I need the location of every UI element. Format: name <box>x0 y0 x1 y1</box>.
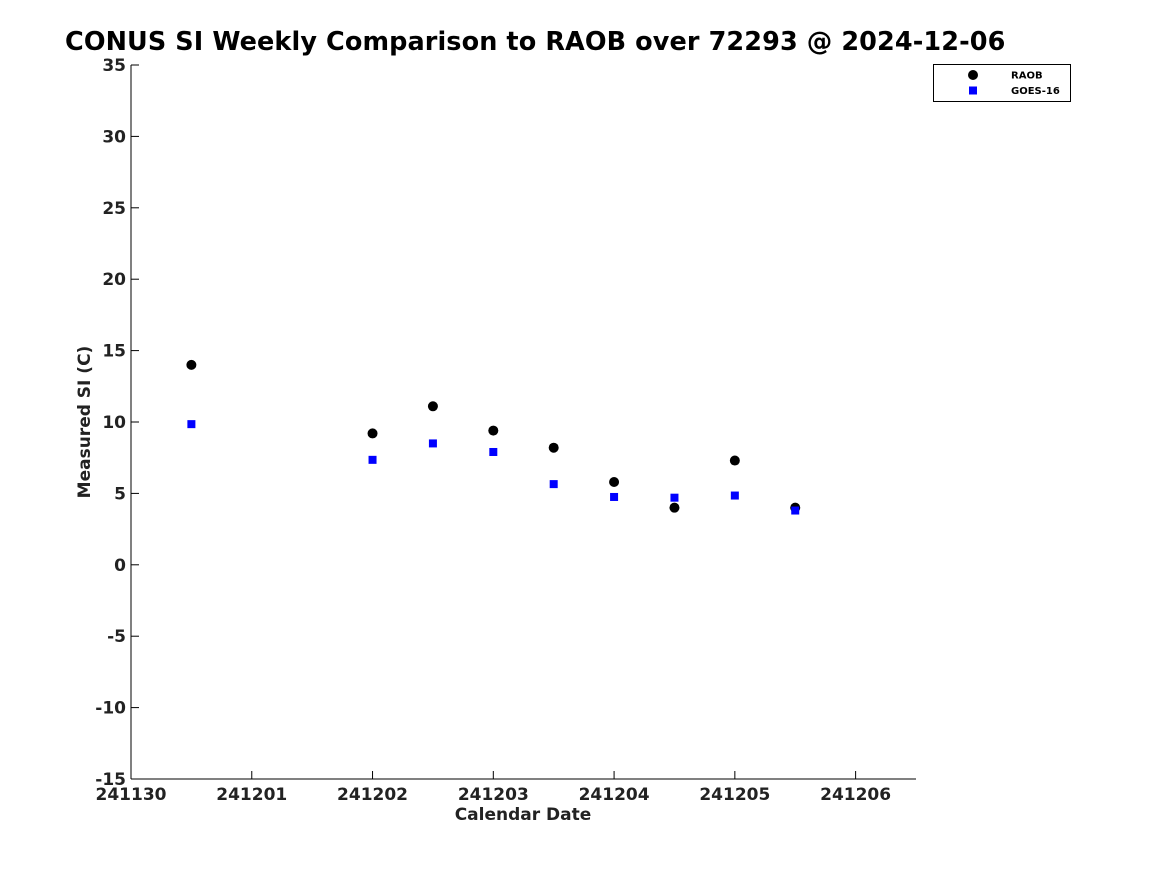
y-tick-label: 30 <box>102 127 126 147</box>
data-marks <box>186 359 801 515</box>
data-point-goes-16 <box>549 480 558 489</box>
legend-label: GOES-16 <box>1011 86 1060 97</box>
data-point-goes-16 <box>610 492 619 501</box>
data-point-goes-16 <box>670 493 679 502</box>
y-tick-label: -15 <box>95 770 126 790</box>
y-tick-label: 5 <box>114 484 126 504</box>
x-tick-label: 241203 <box>458 785 529 805</box>
x-tick-label: 241206 <box>820 785 891 805</box>
chart-title: CONUS SI Weekly Comparison to RAOB over … <box>65 27 1006 57</box>
data-point-goes-16 <box>791 506 800 515</box>
data-point-raob <box>548 442 559 453</box>
data-point-raob <box>488 425 499 436</box>
x-tick-label: 241204 <box>579 785 650 805</box>
x-tick-label: 241202 <box>337 785 408 805</box>
data-point-goes-16 <box>187 420 196 429</box>
y-tick-label: 20 <box>102 270 126 290</box>
y-axis-label: Measured SI (C) <box>75 346 95 499</box>
legend-marker-raob <box>968 70 978 80</box>
legend-label: RAOB <box>1011 71 1043 82</box>
data-point-goes-16 <box>368 455 377 464</box>
axes: -15 -10 -5 0 5 10 15 20 25 30 35 241130 241201 241202… <box>95 56 916 805</box>
data-point-goes-16 <box>489 447 498 456</box>
series-raob <box>186 359 801 513</box>
y-tick-label: 35 <box>102 56 126 76</box>
y-tick-label: 25 <box>102 199 126 219</box>
legend: RAOB GOES-16 <box>933 64 1071 102</box>
data-point-raob <box>367 428 378 439</box>
x-axis-label: Calendar Date <box>455 805 592 825</box>
series-goes-16 <box>187 420 800 515</box>
y-tick-label: 10 <box>102 413 126 433</box>
data-point-raob <box>729 455 740 466</box>
data-point-goes-16 <box>428 439 437 448</box>
data-point-raob <box>427 401 438 412</box>
legend-marker-goes-16 <box>969 86 977 95</box>
y-tick-label: 0 <box>114 556 126 576</box>
legend-box <box>933 64 1071 102</box>
data-point-raob <box>186 359 197 370</box>
x-tick-label: 241130 <box>96 785 167 805</box>
x-tick-label: 241201 <box>216 785 287 805</box>
data-point-raob <box>609 476 620 487</box>
data-point-raob <box>669 502 680 513</box>
y-tick-label: -10 <box>95 699 126 719</box>
y-tick-label: 15 <box>102 342 126 362</box>
x-tick-label: 241205 <box>699 785 770 805</box>
y-tick-label: -5 <box>107 627 126 647</box>
data-point-goes-16 <box>730 491 739 500</box>
